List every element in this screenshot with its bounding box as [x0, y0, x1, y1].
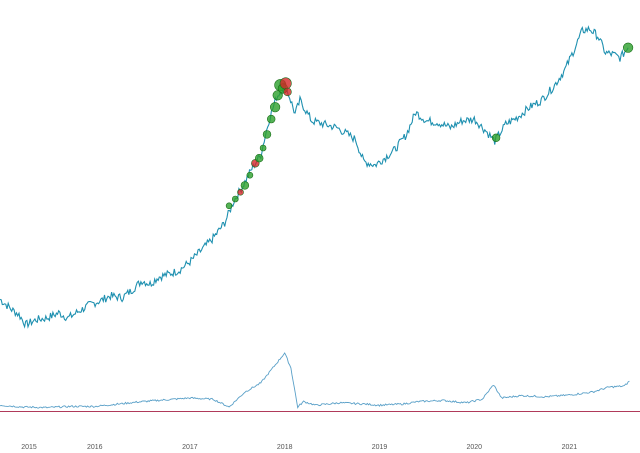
- main-price-panel: [0, 25, 634, 329]
- buy-signal-marker: [267, 114, 276, 124]
- x-axis: 2015 2016 2017 2018 2019 2020 2021: [21, 444, 577, 451]
- buy-signal-marker: [270, 102, 281, 113]
- price-series-line: [0, 25, 629, 329]
- x-tick-label: 2021: [562, 444, 578, 451]
- buy-signal-marker: [255, 154, 264, 163]
- sell-signal-marker: [237, 188, 244, 196]
- buy-signal-marker: [262, 130, 272, 139]
- buy-signal-marker: [491, 133, 501, 143]
- x-tick-label: 2016: [87, 444, 103, 451]
- buy-signal-marker: [240, 181, 250, 190]
- buy-signal-marker: [225, 202, 233, 210]
- signal-markers: [225, 42, 634, 210]
- indicator-series-line: [0, 352, 630, 409]
- buy-signal-marker: [232, 195, 239, 203]
- x-tick-label: 2019: [372, 444, 388, 451]
- buy-signal-marker: [622, 42, 634, 53]
- buy-signal-marker: [259, 144, 267, 152]
- sell-signal-marker: [279, 77, 292, 90]
- buy-signal-marker: [246, 171, 254, 179]
- x-tick-label: 2020: [467, 444, 483, 451]
- x-tick-label: 2017: [182, 444, 198, 451]
- indicator-panel: [0, 352, 640, 412]
- x-tick-label: 2018: [277, 444, 293, 451]
- sell-signal-marker: [283, 87, 292, 97]
- x-tick-label: 2015: [21, 444, 37, 451]
